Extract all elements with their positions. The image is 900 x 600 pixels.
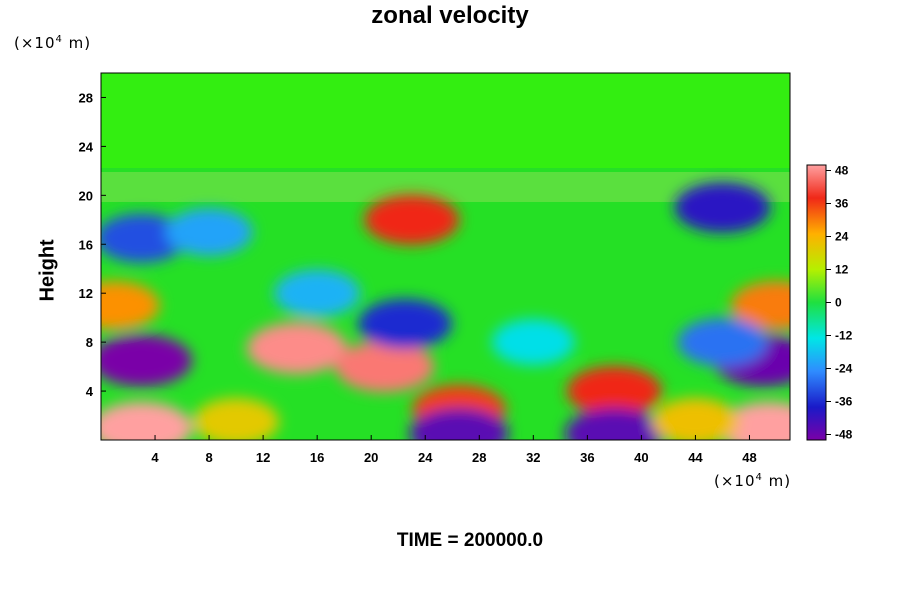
x-tick-label: 20 <box>364 450 378 465</box>
colorbar-tick-label: -12 <box>835 329 853 343</box>
x-tick-label: 4 <box>151 450 159 465</box>
velocity-feature <box>101 401 193 440</box>
y-tick-label: 8 <box>86 335 93 350</box>
y-tick-label: 24 <box>79 139 94 154</box>
tropopause-band <box>101 172 790 202</box>
y-tick-label: 12 <box>79 286 93 301</box>
velocity-feature <box>409 408 509 440</box>
chart-title: zonal velocity <box>371 2 529 29</box>
x-tick-label: 24 <box>418 450 433 465</box>
colorbar-tick-label: 48 <box>835 164 849 178</box>
colorbar-tick-label: 12 <box>835 263 849 277</box>
x-tick-label: 44 <box>688 450 703 465</box>
velocity-feature <box>335 340 435 393</box>
velocity-feature <box>364 194 460 245</box>
x-axis-unit: (×104 m) <box>714 472 792 490</box>
y-tick-label: 16 <box>79 237 93 252</box>
x-axis: 4 8 12 16 20 24 28 32 36 40 44 48 <box>151 435 757 465</box>
upper-band <box>101 73 790 168</box>
velocity-feature <box>101 281 160 330</box>
colorbar-tick-label: 36 <box>835 197 849 211</box>
y-axis-unit: (×104 m) <box>14 34 92 52</box>
x-tick-label: 8 <box>205 450 212 465</box>
colorbar-gradient <box>806 164 827 441</box>
velocity-feature <box>193 398 280 440</box>
colorbar-tick-label: 0 <box>835 296 842 310</box>
velocity-feature <box>564 408 664 440</box>
y-tick-label: 20 <box>79 188 93 203</box>
velocity-feature <box>274 269 361 317</box>
y-tick-label: 4 <box>86 384 94 399</box>
x-tick-label: 12 <box>256 450 270 465</box>
y-axis: 4 8 12 16 20 24 28 <box>79 90 106 399</box>
velocity-feature <box>357 298 452 349</box>
colorbar: 48 36 24 12 0 -12 -24 -36 -48 <box>806 164 853 442</box>
velocity-feature <box>101 334 193 387</box>
velocity-feature <box>677 317 768 367</box>
velocity-feature <box>246 322 347 375</box>
colorbar-tick-label: 24 <box>835 230 849 244</box>
velocity-feature <box>491 319 575 366</box>
y-tick-label: 28 <box>79 90 93 105</box>
x-tick-label: 36 <box>580 450 594 465</box>
plot-frame <box>100 72 791 441</box>
velocity-feature <box>165 208 253 256</box>
colorbar-tick-label: -24 <box>835 362 853 376</box>
x-tick-label: 40 <box>634 450 648 465</box>
x-tick-label: 16 <box>310 450 324 465</box>
colorbar-tick-label: -36 <box>835 395 853 409</box>
velocity-feature <box>719 401 790 440</box>
velocity-feature <box>651 397 739 440</box>
velocity-feature <box>674 182 771 233</box>
x-tick-label: 28 <box>472 450 486 465</box>
velocity-feature <box>566 366 662 417</box>
colorbar-tick-label: -48 <box>835 428 853 442</box>
velocity-feature <box>101 213 188 263</box>
x-tick-label: 48 <box>742 450 756 465</box>
plot-area <box>101 73 790 440</box>
velocity-feature <box>731 281 790 330</box>
time-label: TIME = 200000.0 <box>396 530 544 551</box>
x-tick-label: 32 <box>526 450 540 465</box>
